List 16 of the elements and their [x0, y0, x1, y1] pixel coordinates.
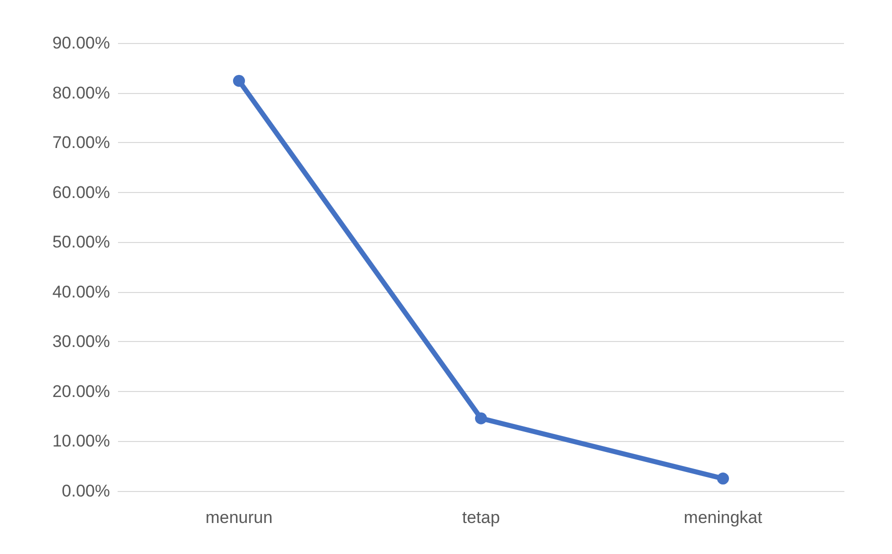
- y-tick-label: 10.00%: [52, 432, 110, 451]
- x-tick-label: tetap: [462, 508, 500, 527]
- y-tick-label: 70.00%: [52, 133, 110, 152]
- y-tick-label: 50.00%: [52, 232, 110, 252]
- y-tick-label: 0.00%: [62, 482, 110, 500]
- x-tick-label: meningkat: [684, 508, 762, 527]
- y-tick-label: 90.00%: [52, 34, 110, 52]
- point: [717, 472, 729, 485]
- point: [233, 74, 245, 87]
- point: [475, 412, 487, 424]
- x-tick-label: menurun: [205, 508, 273, 527]
- y-tick-label: 40.00%: [52, 282, 110, 302]
- y-tick-label: 60.00%: [52, 182, 110, 202]
- y-tick-label: 20.00%: [52, 382, 110, 401]
- y-tick-label: 30.00%: [52, 332, 110, 352]
- y-tick-label: 80.00%: [52, 83, 110, 102]
